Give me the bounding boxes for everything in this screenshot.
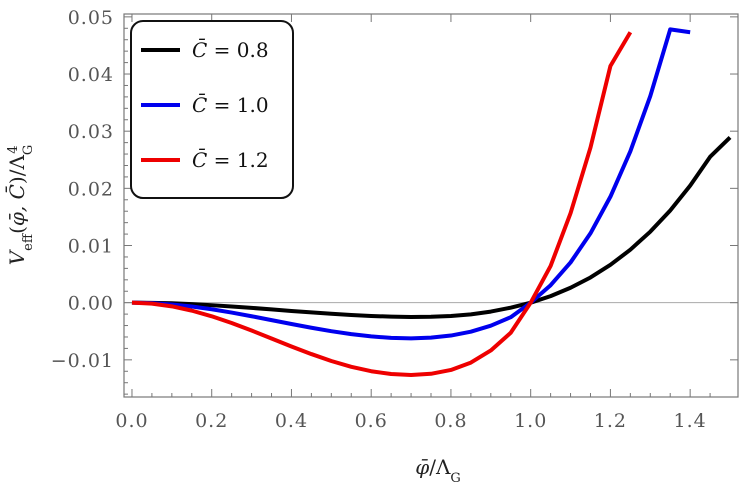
series-line-2 (131, 27, 691, 341)
y-axis-title-v: V (5, 248, 29, 265)
legend-symbol: C̄ (192, 92, 207, 117)
y-tick-label: 0.04 (68, 64, 114, 86)
y-axis-title-sup-4: 4 (6, 145, 21, 153)
x-axis-title: φ̄/ΛG (415, 455, 461, 486)
y-tick-label: 0.03 (68, 121, 114, 143)
x-tick-label: 1.4 (674, 410, 707, 432)
legend-box (130, 20, 294, 199)
y-axis-title-paren: ( (5, 226, 29, 234)
y-axis-title: Veff(φ̄, C̄)/ΛG4 (4, 145, 35, 266)
y-tick-label: −0.01 (51, 350, 114, 372)
legend: C̄ = 0.8C̄ = 1.0C̄ = 1.2 (130, 20, 294, 199)
y-axis-title-rest: )/Λ (5, 155, 29, 185)
legend-value: = 1.0 (207, 93, 268, 117)
x-axis-title-sub: G (450, 471, 460, 486)
legend-label-2: C̄ = 1.0 (192, 92, 269, 117)
y-axis-title-args: φ̄, C̄ (4, 184, 29, 226)
legend-value: = 0.8 (207, 38, 268, 62)
y-tick-label: 0.01 (68, 236, 114, 258)
x-tick-label: 0.6 (355, 410, 388, 432)
x-tick-label: 0.0 (115, 410, 148, 432)
legend-label-3: C̄ = 1.2 (192, 147, 269, 172)
legend-items: C̄ = 0.8C̄ = 1.0C̄ = 1.2 (141, 37, 269, 172)
tick-labels-layer: 0.0 0.2 0.4 0.6 0.8 1.0 1.2 1.4 −0.01 0.00 0.01 0.0… (51, 7, 707, 432)
x-tick-label: 1.0 (514, 410, 547, 432)
legend-symbol: C̄ (192, 37, 207, 62)
series-line-3 (131, 31, 633, 377)
ticks-layer (124, 14, 738, 397)
legend-label-1: C̄ = 0.8 (192, 37, 269, 62)
x-tick-label: 0.8 (434, 410, 467, 432)
y-tick-label: 0.02 (68, 178, 114, 200)
y-axis-title-sub-eff: eff (21, 232, 36, 251)
y-tick-label: 0.00 (68, 293, 114, 315)
legend-value: = 1.2 (207, 148, 268, 172)
x-axis-title-phi: φ̄ (415, 455, 429, 479)
x-tick-label: 0.2 (195, 410, 228, 432)
legend-symbol: C̄ (192, 147, 207, 172)
y-tick-label: 0.05 (68, 7, 114, 29)
x-tick-label: 0.4 (275, 410, 308, 432)
series-layer (131, 27, 732, 377)
x-tick-label: 1.2 (594, 410, 627, 432)
x-axis-title-slash: /Λ (429, 455, 451, 479)
series-line-1 (131, 136, 732, 319)
y-axis-title-sub-g: G (21, 145, 36, 155)
